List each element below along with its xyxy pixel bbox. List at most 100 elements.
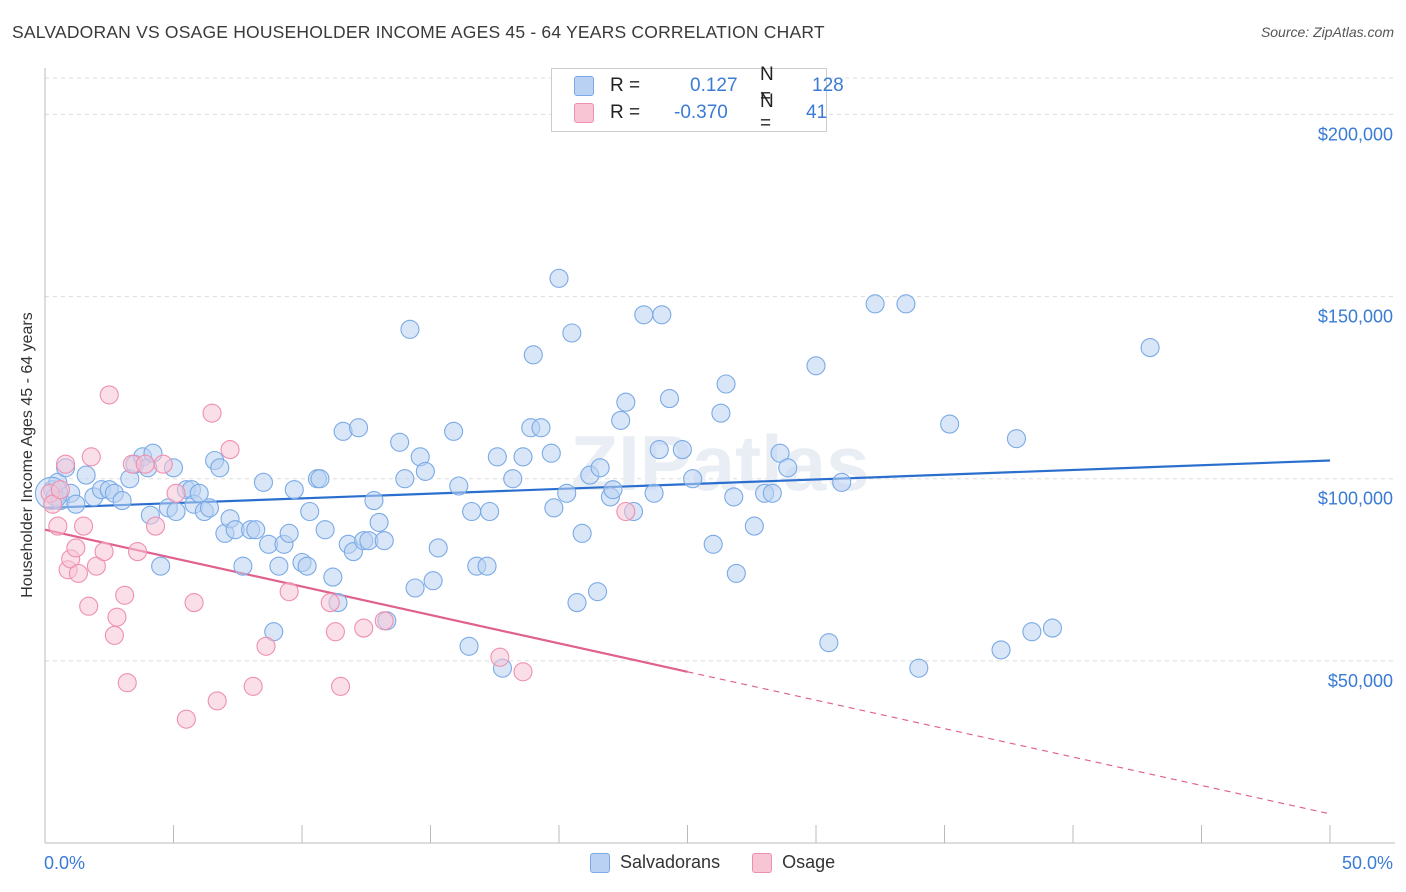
x-tick-label: 50.0% (1342, 853, 1393, 873)
osage-point (48, 516, 68, 536)
salvadorans-point (390, 432, 410, 452)
salvadorans-point (865, 294, 885, 314)
salvadorans-point (549, 268, 569, 288)
salvadorans-point (716, 374, 736, 394)
salvadorans-point (1006, 429, 1027, 449)
salvadorans-point (374, 531, 394, 551)
r-label: R = (610, 75, 641, 96)
salvadorans-point (572, 523, 592, 543)
osage-point (325, 622, 345, 642)
osage-point (117, 673, 137, 693)
salvadorans-point (480, 501, 500, 522)
salvadorans-point (246, 520, 266, 540)
salvadorans-point (189, 483, 209, 503)
salvadorans-point (896, 294, 916, 314)
osage-point (220, 440, 240, 460)
n-label: N = (760, 91, 774, 134)
salvadorans-point (300, 501, 320, 522)
stats-legend: R = 0.127 N = 128 R = -0.370 N = 41 (551, 64, 844, 134)
salvadorans-point (444, 421, 464, 441)
osage-point (166, 483, 186, 503)
salvadorans-point (806, 356, 826, 376)
legend-label: Salvadorans (620, 852, 721, 872)
salvadorans-point (544, 498, 564, 518)
osage-point (56, 454, 76, 474)
osage-point (256, 636, 276, 656)
osage-point (490, 647, 510, 667)
salvadorans-point (449, 476, 469, 496)
salvadorans-point (66, 494, 86, 514)
salvadorans-point (652, 305, 672, 325)
salvadorans-swatch (590, 852, 610, 873)
osage-swatch (752, 852, 773, 873)
salvadorans-point (603, 480, 623, 500)
salvadorans-swatch (574, 76, 594, 96)
r-label: R = (610, 102, 641, 123)
n-value: 128 (812, 75, 844, 96)
salvadorans-point (611, 410, 631, 430)
salvadorans-point (703, 534, 723, 554)
osage-point (243, 676, 263, 696)
osage-point (330, 676, 351, 696)
salvadorans-point (541, 443, 561, 463)
osage-point (94, 542, 114, 562)
salvadorans-point (199, 498, 220, 518)
y-tick-label: $150,000 (1318, 307, 1393, 327)
salvadorans-point (462, 501, 482, 522)
salvadorans-point (567, 593, 587, 613)
osage-point (320, 593, 340, 613)
osage-point (107, 607, 127, 627)
salvadorans-point (503, 469, 523, 489)
r-value: -0.370 (674, 102, 728, 123)
bottom-legend: Salvadorans Osage (590, 852, 867, 873)
salvadorans-point (726, 563, 746, 583)
n-label: N = (760, 64, 774, 107)
salvadorans-point (405, 578, 425, 598)
salvadorans-point (587, 582, 608, 602)
salvadorans-point (279, 523, 299, 543)
salvadorans-point (634, 305, 654, 325)
salvadorans-point (778, 458, 798, 478)
osage-point (184, 593, 204, 613)
osage-point (176, 709, 196, 729)
salvadorans-point (590, 458, 610, 478)
salvadorans-point (233, 556, 253, 576)
osage-point (79, 596, 99, 616)
legend-label: Osage (782, 852, 836, 872)
salvadorans-point (395, 469, 415, 489)
osage-point (74, 516, 94, 536)
osage-point (50, 480, 70, 500)
y-tick-label: $200,000 (1318, 124, 1393, 144)
stats-row-salvadorans: R = 0.127 N = 128 (574, 64, 844, 107)
osage-point (127, 542, 148, 562)
salvadorans-point (991, 640, 1011, 660)
n-value: 41 (806, 102, 828, 123)
salvadorans-point (711, 403, 731, 423)
salvadorans-point (151, 556, 171, 576)
salvadorans-point (1042, 618, 1062, 638)
osage-point (354, 618, 374, 638)
salvadorans-point (644, 483, 664, 503)
osage-point (207, 691, 227, 711)
salvadorans-point (513, 447, 533, 467)
salvadorans-point (310, 469, 330, 489)
salvadorans-point (1140, 338, 1160, 358)
tick-labels: $50,000 $100,000 $150,000 $200,000 0.0% 50.0% (44, 124, 1393, 873)
osage-point (68, 563, 88, 583)
osage-point (135, 454, 155, 474)
salvadorans-point (253, 472, 274, 492)
salvadorans-point (531, 418, 551, 438)
salvadorans-point (744, 516, 764, 536)
legend-item-osage[interactable]: Osage (752, 852, 835, 873)
salvadorans-point (459, 636, 479, 656)
r-value: 0.127 (690, 75, 738, 96)
salvadorans-point (909, 658, 929, 678)
salvadorans-point (112, 491, 132, 511)
legend-item-salvadorans[interactable]: Salvadorans (590, 852, 720, 873)
salvadorans-point (523, 345, 543, 365)
osage-point (99, 385, 119, 405)
salvadorans-point (649, 440, 669, 460)
salvadorans-point (487, 447, 507, 467)
salvadorans-point (557, 483, 577, 503)
